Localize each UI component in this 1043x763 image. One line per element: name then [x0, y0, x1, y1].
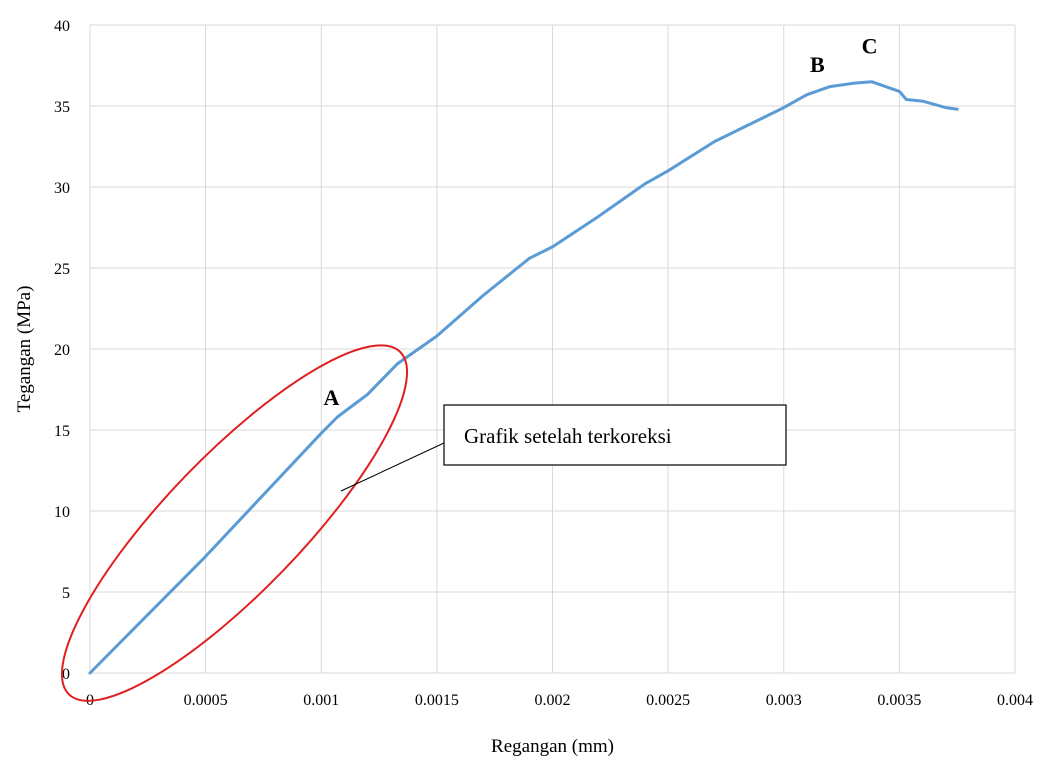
y-tick-label: 0	[62, 666, 70, 683]
point-label-c: C	[862, 34, 878, 59]
y-tick-label: 25	[54, 261, 70, 278]
callout-text: Grafik setelah terkoreksi	[464, 424, 672, 448]
y-tick-labels: 0 5 10 15 20 25 30 35 40	[54, 18, 70, 683]
y-tick-label: 5	[62, 585, 70, 602]
point-label-b: B	[810, 52, 825, 77]
y-tick-label: 10	[54, 504, 70, 521]
callout-box	[443, 404, 787, 466]
callout-leader-line	[340, 442, 445, 492]
point-label-a: A	[323, 385, 339, 410]
x-tick-label: 0.0025	[646, 692, 690, 709]
series-line	[88, 80, 959, 675]
highlight-ellipse	[60, 344, 409, 702]
x-axis-title: Regangan (mm)	[491, 736, 614, 757]
x-tick-label: 0.0035	[877, 692, 921, 709]
y-tick-label: 35	[54, 99, 70, 116]
y-tick-label: 20	[54, 342, 70, 359]
y-tick-label: 15	[54, 423, 70, 440]
x-tick-label: 0.001	[303, 692, 339, 709]
x-tick-label: 0.003	[766, 692, 802, 709]
x-tick-label: 0.004	[997, 692, 1033, 709]
y-axis-title: Tegangan (MPa)	[14, 286, 35, 413]
point-labels: A B C	[323, 34, 877, 410]
x-tick-label: 0.002	[535, 692, 571, 709]
y-tick-label: 30	[54, 180, 70, 197]
grid-lines	[89, 24, 1016, 674]
x-tick-labels: 0 0.0005 0.001 0.0015 0.002 0.0025 0.003 0.0035…	[86, 692, 1033, 709]
x-tick-label: 0.0005	[184, 692, 228, 709]
x-tick-label: 0.0015	[415, 692, 459, 709]
y-tick-label: 40	[54, 18, 70, 35]
